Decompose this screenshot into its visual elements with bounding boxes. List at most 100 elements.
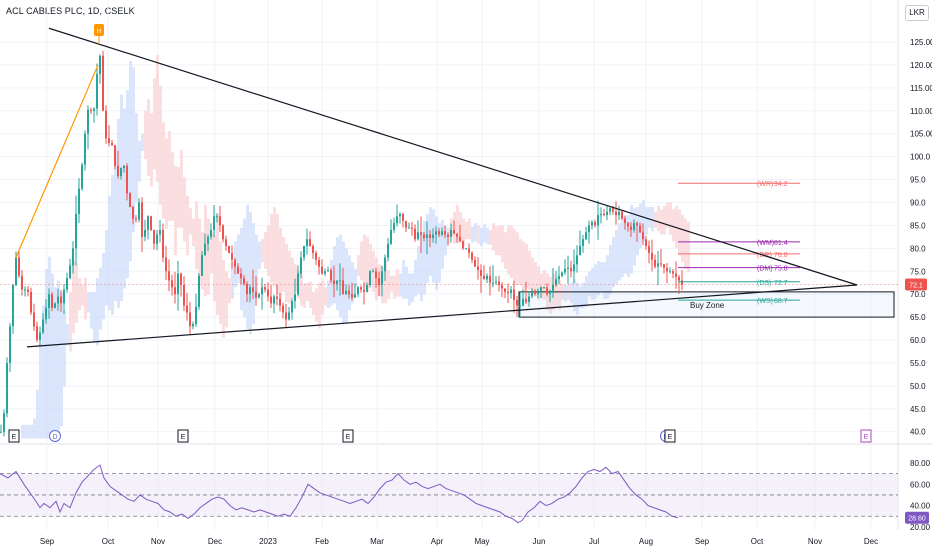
candle-body	[294, 294, 296, 302]
candle-body	[366, 285, 368, 292]
cloud-segment	[216, 213, 219, 315]
cloud-segment	[483, 224, 486, 243]
candle-body	[411, 227, 413, 229]
candle-body	[558, 275, 560, 280]
cloud-segment	[171, 152, 174, 221]
candle-body	[315, 252, 317, 260]
candle-body	[645, 239, 647, 247]
cloud-segment	[36, 389, 39, 439]
candle-body	[405, 220, 407, 228]
event-markers[interactable]: HEDEEDEE	[8, 24, 872, 443]
candle-body	[171, 280, 173, 288]
level-label: (WS)	[757, 298, 773, 305]
cloud-segment	[159, 85, 162, 205]
candle-body	[390, 229, 392, 244]
cloud-segment	[132, 67, 135, 233]
price-axis[interactable]: 125.00 120.00 115.00 110.00 105.00 100.0 95.0 9…	[910, 38, 932, 437]
candle-body	[570, 267, 572, 272]
time-tick-label: Jun	[533, 537, 546, 546]
candle-body	[204, 243, 206, 256]
candle-body	[513, 289, 515, 300]
cloud-segment	[456, 204, 459, 244]
cloud-segment	[135, 113, 138, 203]
candle-body	[606, 211, 608, 216]
candle-body	[60, 296, 62, 304]
earnings-marker-label: E	[346, 434, 351, 441]
time-axis[interactable]: Sep Oct Nov Dec 2023 Feb Mar Apr May Jun Jul Aug Sep…	[40, 537, 878, 546]
last-price-value: 72.1	[909, 283, 923, 290]
earnings-marker-label: E	[864, 434, 869, 441]
cloud-segment	[84, 278, 87, 320]
cloud-segment	[360, 241, 363, 281]
candle-body	[300, 257, 302, 274]
level-value: 78.8	[774, 252, 788, 259]
candle-body	[414, 228, 416, 240]
price-tick-label: 40.0	[910, 428, 926, 437]
time-tick-label: Feb	[315, 537, 329, 546]
cloud-segment	[129, 61, 132, 261]
cloud-segment	[210, 232, 213, 274]
candle-body	[87, 109, 89, 134]
candle-body	[549, 290, 551, 295]
candle-body	[519, 305, 521, 307]
candle-body	[420, 232, 422, 235]
candle-body	[453, 229, 455, 234]
cloud-segment	[270, 213, 273, 283]
cloud-segment	[225, 271, 228, 328]
cloud-segment	[249, 211, 252, 335]
candle-body	[648, 246, 650, 253]
cloud-segment	[246, 204, 249, 329]
cloud-segment	[300, 273, 303, 306]
rsi-tick-label: 40.00	[910, 502, 931, 511]
cloud-segment	[657, 205, 660, 232]
cloud-segment	[591, 267, 594, 300]
cloud-segment	[570, 282, 573, 304]
candle-body	[486, 275, 488, 280]
candle-body	[27, 289, 29, 292]
candle-body	[567, 267, 569, 269]
cloud-segment	[516, 232, 519, 286]
candle-body	[249, 287, 251, 295]
candle-body	[441, 231, 443, 235]
candle-body	[138, 202, 140, 220]
cloud-segment	[105, 229, 108, 306]
cloud-segment	[114, 147, 117, 302]
trendlines[interactable]	[15, 27, 858, 348]
trendline	[26, 284, 858, 348]
cloud-segment	[537, 266, 540, 300]
currency-button[interactable]: LKR	[905, 5, 929, 21]
cloud-segment	[666, 202, 669, 228]
candle-body	[36, 326, 38, 341]
cloud-segment	[672, 209, 675, 242]
candle-body	[84, 133, 86, 165]
earnings-marker	[664, 429, 676, 443]
candle-body	[480, 270, 482, 276]
candle-body	[132, 207, 134, 219]
cloud-segment	[420, 232, 423, 302]
candle-body	[39, 332, 41, 341]
earnings-marker-label: E	[12, 434, 17, 441]
cloud-segment	[477, 225, 480, 244]
candle-body	[258, 294, 260, 298]
candle-body	[144, 229, 146, 237]
cloud-segment	[150, 113, 153, 187]
candle-body	[372, 271, 374, 273]
cloud-segment	[612, 236, 615, 288]
cloud-segment	[261, 239, 264, 263]
candle-body	[54, 303, 56, 308]
candle-body	[357, 287, 359, 295]
price-tick-label: 100.0	[910, 153, 931, 162]
cloud-segment	[597, 260, 600, 296]
candle-body	[120, 168, 122, 177]
cloud-segment	[219, 241, 222, 324]
time-tick-label: Jul	[589, 537, 599, 546]
candle-body	[153, 229, 155, 244]
cloud-segment	[642, 200, 645, 242]
cloud-segment	[393, 275, 396, 299]
high-marker-label: H	[97, 29, 101, 35]
cloud-segment	[285, 243, 288, 303]
candle-body	[408, 227, 410, 229]
cloud-segment	[228, 278, 231, 304]
cloud-segment	[57, 280, 60, 439]
